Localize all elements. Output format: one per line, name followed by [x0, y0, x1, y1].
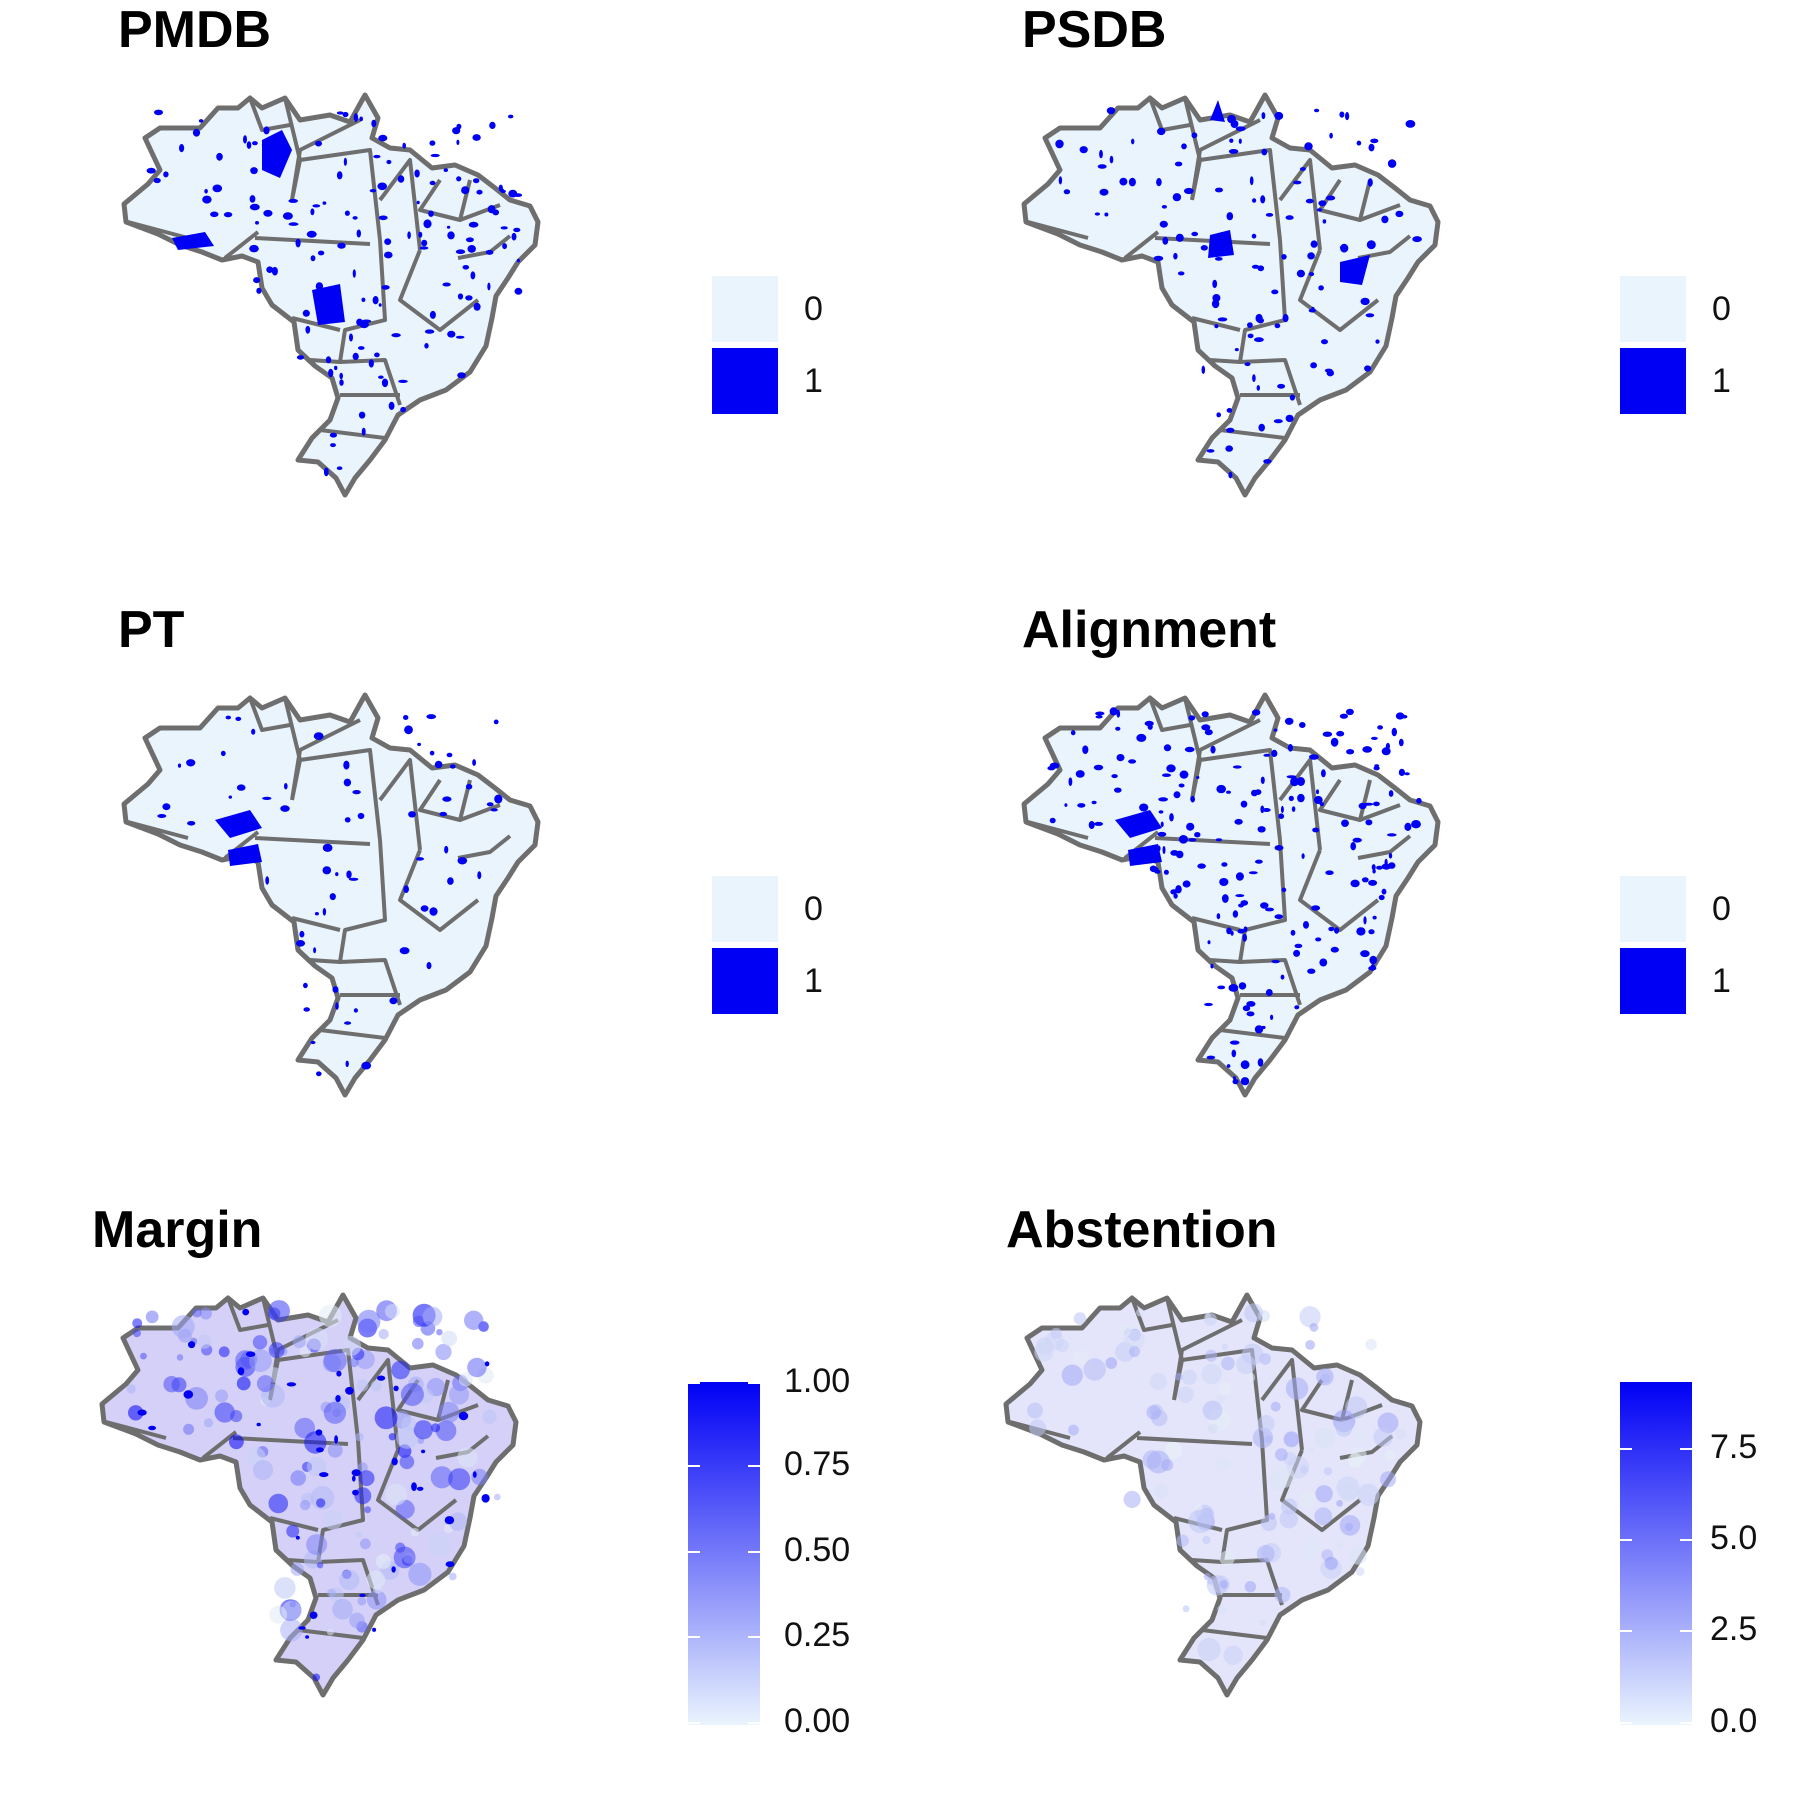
- legend-label-0: 0: [1712, 290, 1731, 328]
- colorbar-label: 2.5: [1710, 1610, 1758, 1648]
- panel-title: PMDB: [118, 1, 272, 59]
- brazil-map: [0, 600, 900, 1200]
- colorbar-tick: [748, 1636, 760, 1638]
- colorbar-tick: [688, 1722, 700, 1724]
- colorbar: [1620, 1382, 1692, 1725]
- brazil-map: [900, 1200, 1800, 1800]
- colorbar-tick: [688, 1551, 700, 1553]
- legend-key-1: [1620, 948, 1686, 1014]
- legend-key-0: [712, 876, 778, 942]
- colorbar-tick: [688, 1465, 700, 1467]
- colorbar: [688, 1382, 760, 1725]
- colorbar-tick: [688, 1382, 700, 1384]
- colorbar-tick: [688, 1636, 700, 1638]
- brazil-map: [0, 0, 900, 600]
- legend-label-1: 1: [1712, 362, 1731, 400]
- panel-alignment: Alignment 0 1: [900, 600, 1800, 1200]
- colorbar-label: 7.5: [1710, 1428, 1758, 1466]
- colorbar-tick: [1680, 1722, 1692, 1724]
- legend-label-0: 0: [804, 890, 823, 928]
- colorbar-label: 0.00: [784, 1702, 851, 1740]
- colorbar-tick: [748, 1382, 760, 1384]
- colorbar-label: 0.0: [1710, 1702, 1758, 1740]
- legend-key-1: [712, 948, 778, 1014]
- legend-label-1: 1: [1712, 962, 1731, 1000]
- colorbar-label: 0.25: [784, 1616, 851, 1654]
- colorbar-tick: [748, 1465, 760, 1467]
- colorbar-tick: [748, 1722, 760, 1724]
- legend-key-0: [1620, 276, 1686, 342]
- colorbar-tick: [748, 1551, 760, 1553]
- panel-margin: Margin 0.00 0.25 0.50 0.75 1.00: [0, 1200, 900, 1800]
- colorbar-tick: [1680, 1539, 1692, 1541]
- colorbar-tick: [1680, 1630, 1692, 1632]
- legend-key-1: [1620, 348, 1686, 414]
- legend-key-1: [712, 348, 778, 414]
- panel-title: Abstention: [1006, 1201, 1278, 1259]
- brazil-map: [900, 0, 1800, 600]
- legend-label-0: 0: [1712, 890, 1731, 928]
- legend-key-0: [712, 276, 778, 342]
- colorbar-label: 0.75: [784, 1445, 851, 1483]
- colorbar-tick: [1620, 1722, 1632, 1724]
- colorbar-label: 1.00: [784, 1362, 851, 1400]
- colorbar-label: 5.0: [1710, 1519, 1758, 1557]
- panel-title: PSDB: [1022, 1, 1167, 59]
- panel-abstention: Abstention 0.0 2.5 5.0 7.5: [900, 1200, 1800, 1800]
- panel-psdb: PSDB 0 1: [900, 0, 1800, 600]
- colorbar-tick: [1620, 1630, 1632, 1632]
- legend-label-0: 0: [804, 290, 823, 328]
- panel-title: Margin: [92, 1201, 263, 1259]
- colorbar-label: 0.50: [784, 1531, 851, 1569]
- legend-key-0: [1620, 876, 1686, 942]
- colorbar-tick: [1680, 1448, 1692, 1450]
- legend-label-1: 1: [804, 962, 823, 1000]
- brazil-map: [900, 600, 1800, 1200]
- panel-pt: PT 0 1: [0, 600, 900, 1200]
- brazil-map: [0, 1200, 900, 1800]
- panel-title: PT: [118, 601, 185, 659]
- colorbar-tick: [1620, 1539, 1632, 1541]
- panel-title: Alignment: [1022, 601, 1277, 659]
- legend-label-1: 1: [804, 362, 823, 400]
- panel-pmdb: PMDB 0 1: [0, 0, 900, 600]
- colorbar-tick: [1620, 1448, 1632, 1450]
